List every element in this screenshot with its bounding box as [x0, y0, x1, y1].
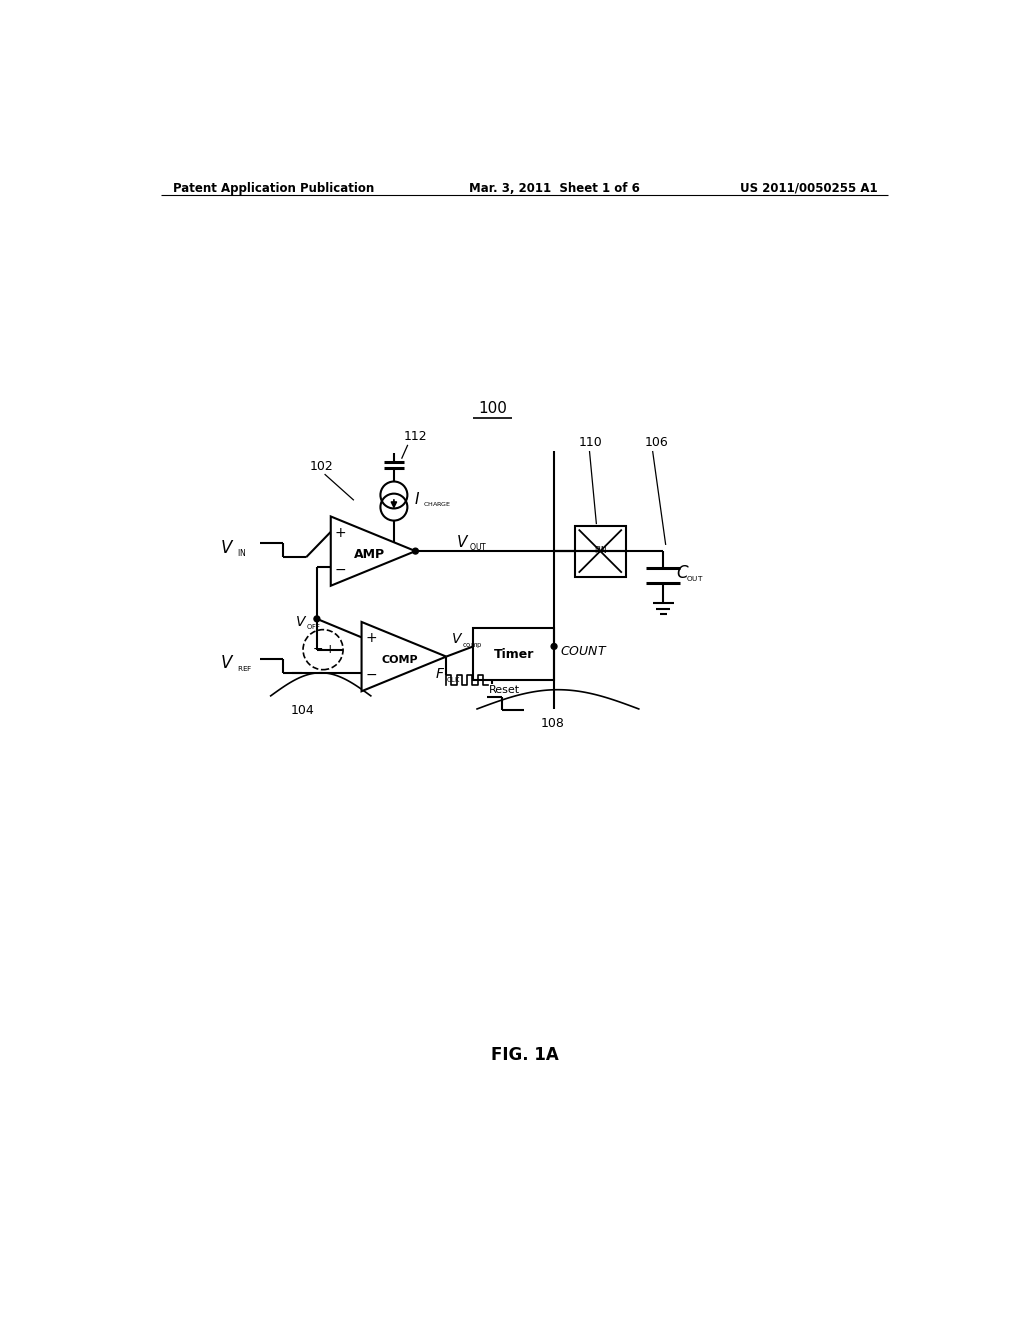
- Text: PIN: PIN: [594, 546, 606, 554]
- Text: $_{\rm OUT}$: $_{\rm OUT}$: [469, 541, 487, 554]
- Text: AMP: AMP: [353, 548, 385, 561]
- Text: $_{\rm CLK}$: $_{\rm CLK}$: [446, 675, 462, 685]
- Bar: [473, 628, 554, 681]
- Circle shape: [551, 644, 557, 649]
- Text: Patent Application Publication: Patent Application Publication: [173, 182, 374, 194]
- Text: $V$: $V$: [451, 632, 463, 645]
- Polygon shape: [331, 516, 416, 586]
- Text: $C$: $C$: [676, 564, 689, 582]
- Text: $_{\rm REF}$: $_{\rm REF}$: [237, 664, 252, 675]
- Bar: [574, 525, 626, 577]
- Text: 110: 110: [579, 437, 602, 450]
- Text: 100: 100: [478, 401, 507, 416]
- Text: −: −: [366, 668, 378, 682]
- Text: $_{\rm comp}$: $_{\rm comp}$: [462, 640, 482, 649]
- Circle shape: [413, 548, 419, 554]
- Text: $V$: $V$: [220, 539, 234, 557]
- Text: $I$: $I$: [414, 491, 420, 507]
- Text: $_{\rm OFF}$: $_{\rm OFF}$: [306, 622, 321, 632]
- Text: −: −: [312, 643, 323, 656]
- Text: 102: 102: [309, 459, 333, 473]
- Text: 108: 108: [541, 717, 564, 730]
- Text: +: +: [366, 631, 378, 645]
- Text: $V$: $V$: [295, 615, 307, 628]
- Text: Mar. 3, 2011  Sheet 1 of 6: Mar. 3, 2011 Sheet 1 of 6: [469, 182, 640, 194]
- Text: Timer: Timer: [494, 648, 534, 661]
- Text: $_{\rm CHARGE}$: $_{\rm CHARGE}$: [423, 500, 452, 510]
- Text: 106: 106: [645, 437, 669, 450]
- Text: −: −: [335, 562, 346, 577]
- Text: $\mathit{COUNT}$: $\mathit{COUNT}$: [560, 644, 607, 657]
- Text: Reset: Reset: [488, 685, 520, 694]
- Text: $F$: $F$: [434, 668, 444, 681]
- Text: +: +: [335, 525, 346, 540]
- Text: 112: 112: [403, 430, 428, 444]
- Text: COMP: COMP: [382, 656, 419, 665]
- Text: $V$: $V$: [220, 653, 234, 672]
- Text: +: +: [325, 643, 335, 656]
- Text: US 2011/0050255 A1: US 2011/0050255 A1: [739, 182, 878, 194]
- Text: $_{\rm IN}$: $_{\rm IN}$: [237, 548, 246, 561]
- Text: $V$: $V$: [456, 533, 469, 550]
- Text: 104: 104: [291, 704, 314, 717]
- Polygon shape: [361, 622, 446, 692]
- Circle shape: [314, 616, 319, 622]
- Text: $_{\rm OUT}$: $_{\rm OUT}$: [686, 574, 703, 583]
- Text: FIG. 1A: FIG. 1A: [490, 1047, 559, 1064]
